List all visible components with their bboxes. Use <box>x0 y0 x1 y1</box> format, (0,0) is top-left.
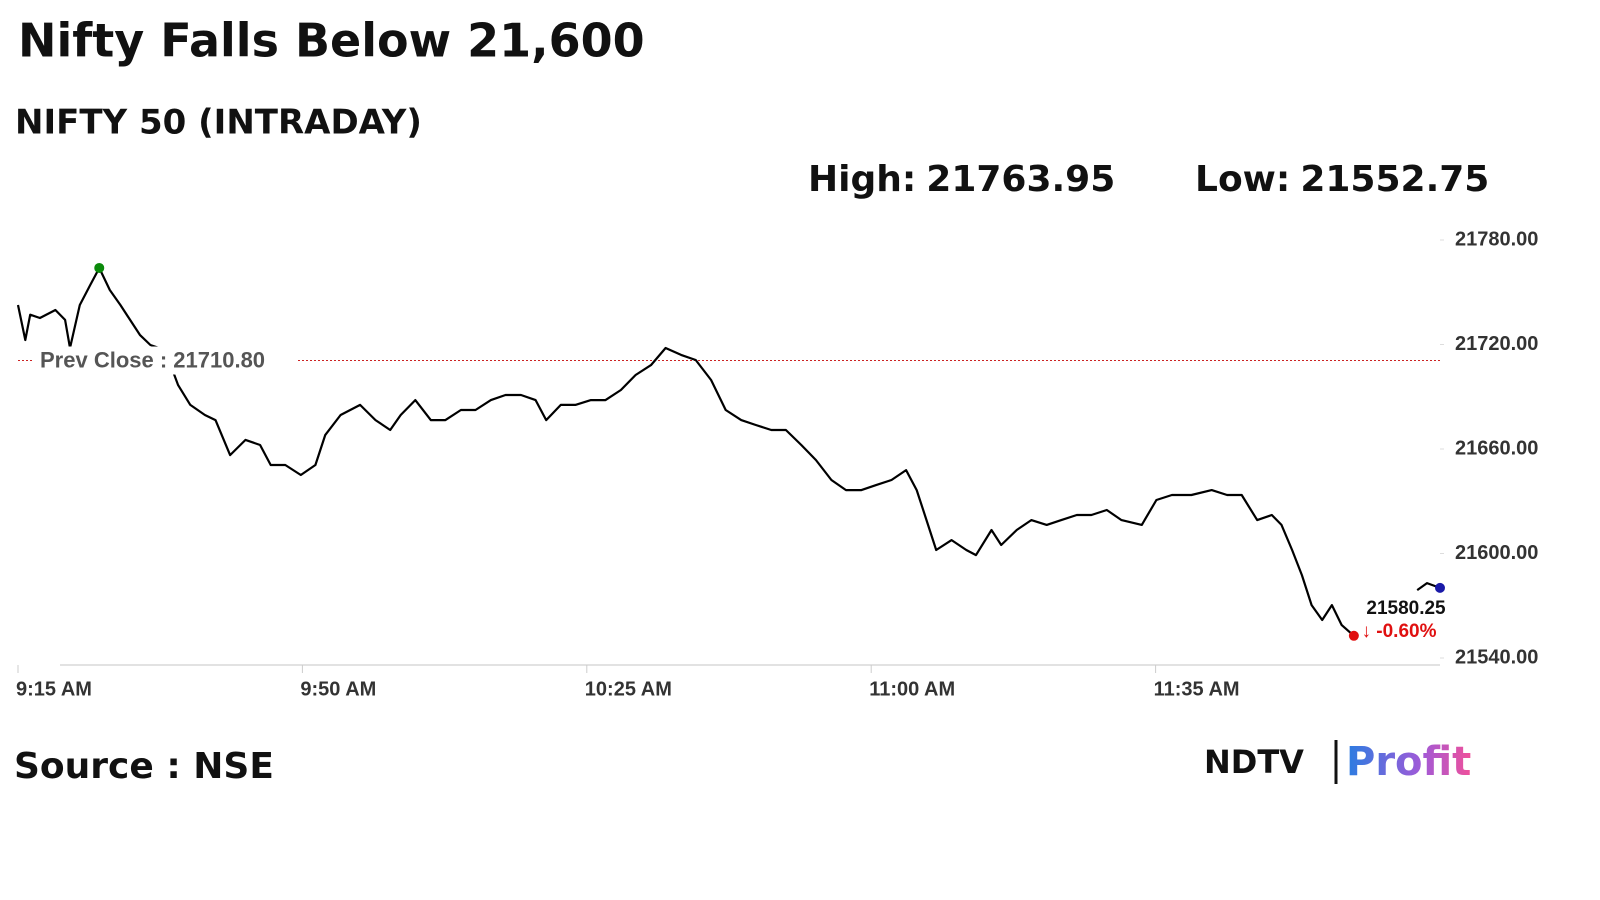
high-value: 21763.95 <box>926 159 1115 200</box>
brand-logo: NDTV Profit <box>1204 739 1471 785</box>
high-marker <box>94 262 105 273</box>
y-tick-label: 21660.00 <box>1455 437 1538 459</box>
last-value-label: 21580.25 <box>1366 598 1446 619</box>
change-label: ↓ -0.60% <box>1362 621 1437 642</box>
x-tick-label: 11:00 AM <box>869 678 955 700</box>
prev-close-label: Prev Close : 21710.80 <box>40 347 265 372</box>
high-label: High: <box>808 159 916 200</box>
y-tick-label: 21600.00 <box>1455 542 1538 564</box>
x-tick-label: 11:35 AM <box>1154 678 1240 700</box>
low-value: 21552.75 <box>1300 159 1489 200</box>
chart-subtitle: NIFTY 50 (INTRADAY) <box>15 103 422 143</box>
x-tick-label: 10:25 AM <box>585 678 672 700</box>
chart-title: Nifty Falls Below 21,600 <box>18 14 645 68</box>
x-tick-label: 9:50 AM <box>300 678 376 700</box>
brand-ndtv: NDTV <box>1204 743 1304 781</box>
y-tick-label: 21720.00 <box>1455 333 1538 355</box>
prev-close-label-bg <box>34 346 296 375</box>
price-line <box>16 266 1441 637</box>
y-tick-label: 21540.00 <box>1455 646 1538 668</box>
high-stat: High: 21763.95 <box>808 159 1115 200</box>
low-marker <box>1348 630 1359 641</box>
y-tick-label: 21780.00 <box>1455 228 1538 250</box>
last-marker <box>1435 582 1445 593</box>
low-label: Low: <box>1195 159 1290 200</box>
source: Source : NSE <box>14 746 274 787</box>
brand-profit: Profit <box>1346 739 1471 785</box>
low-stat: Low: 21552.75 <box>1195 159 1489 200</box>
x-tick-label: 9:15 AM <box>16 678 92 700</box>
